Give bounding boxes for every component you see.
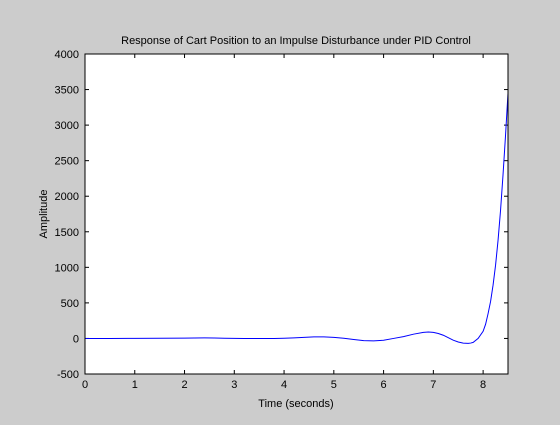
x-tick-label: 2 [181,379,187,391]
series-line [85,93,509,344]
y-tick-label: 1000 [55,262,79,274]
y-tick-label: 2500 [55,156,79,168]
y-tick-label: 1500 [55,227,79,239]
x-tick-label: 1 [132,379,138,391]
x-tick-label: 6 [381,379,387,391]
y-tick-label: 4000 [55,49,79,61]
x-tick-label: 7 [430,379,436,391]
y-tick-label: -500 [57,369,79,381]
y-tick-label: 3500 [55,85,79,97]
y-axis-label: Amplitude [38,190,50,239]
x-tick-label: 5 [331,379,337,391]
y-tick-label: 500 [61,298,79,310]
chart-title: Response of Cart Position to an Impulse … [121,35,471,47]
plot-area [85,54,508,374]
y-tick-label: 2000 [55,191,79,203]
x-tick-label: 4 [281,379,287,391]
x-tick-label: 0 [82,379,88,391]
x-tick-label: 8 [480,379,486,391]
y-tick-label: 0 [73,333,79,345]
x-tick-label: 3 [231,379,237,391]
x-axis-label: Time (seconds) [258,398,333,410]
y-tick-label: 3000 [55,120,79,132]
plot-frame [84,53,509,375]
